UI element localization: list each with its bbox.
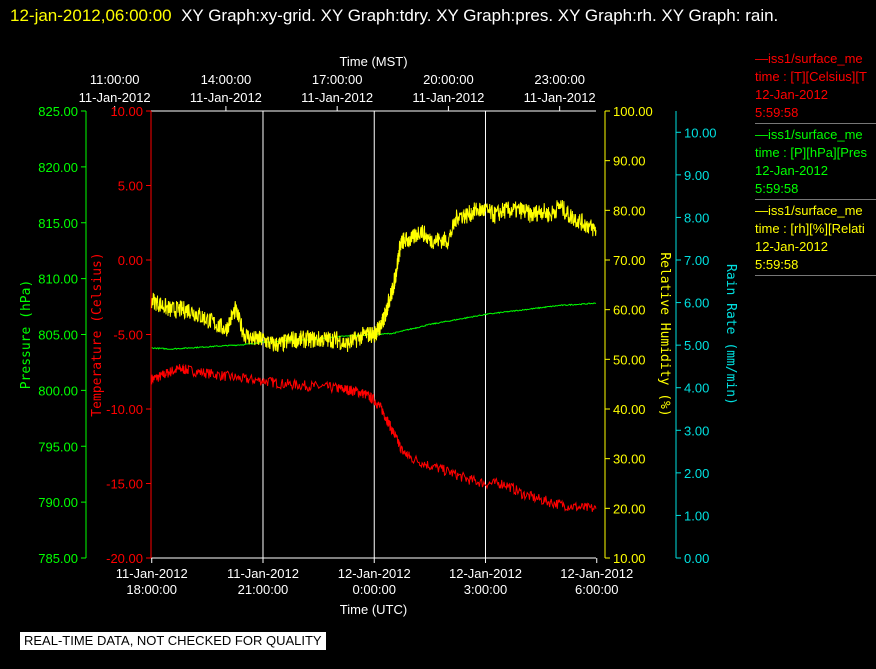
temperature-tick-label: -15.00 xyxy=(106,477,143,492)
humidity-tick-label: 100.00 xyxy=(613,104,653,119)
legend-date: 12-Jan-2012 xyxy=(755,239,828,254)
temperature-series-line xyxy=(151,363,597,512)
legend-units: time : [T][Celsius][T xyxy=(755,69,867,84)
top-tick-label: 17:00:00 xyxy=(312,72,363,87)
temperature-tick-label: 0.00 xyxy=(118,253,143,268)
humidity-tick-label: 10.00 xyxy=(613,551,646,566)
rain-tick-label: 5.00 xyxy=(684,338,709,353)
legend-date: 12-Jan-2012 xyxy=(755,87,828,102)
x-tick-label: 3:00:00 xyxy=(464,582,507,597)
x-tick-label: 0:00:00 xyxy=(353,582,396,597)
pressure-axis-title: Pressure (hPa) xyxy=(19,280,34,390)
pressure-tick-label: 820.00 xyxy=(38,160,78,175)
rain-tick-label: 2.00 xyxy=(684,466,709,481)
humidity-axis-title: Relative Humidity (%) xyxy=(657,252,672,416)
pressure-tick-label: 790.00 xyxy=(38,495,78,510)
humidity-tick-label: 30.00 xyxy=(613,452,646,467)
top-tick-label: 14:00:00 xyxy=(201,72,252,87)
legend-time: 5:59:58 xyxy=(755,257,799,272)
pressure-tick-label: 810.00 xyxy=(38,272,78,287)
temperature-tick-label: 5.00 xyxy=(118,179,143,194)
page-title: 12-jan-2012,06:00:00 XY Graph:xy-grid. X… xyxy=(10,2,850,29)
top-tick-label: 20:00:00 xyxy=(423,72,474,87)
temperature-tick-label: 10.00 xyxy=(110,104,143,119)
top-tick-label: 11-Jan-2012 xyxy=(412,90,484,105)
temperature-tick-label: -5.00 xyxy=(113,328,143,343)
x-tick-label: 21:00:00 xyxy=(238,582,289,597)
top-tick-label: 11-Jan-2012 xyxy=(301,90,373,105)
humidity-series-line xyxy=(151,199,597,353)
temperature-axis-title: Temperature (Celsius) xyxy=(90,252,105,416)
rain-tick-label: 3.00 xyxy=(684,423,709,438)
rain-tick-label: 10.00 xyxy=(684,125,717,140)
x-tick-label: 18:00:00 xyxy=(126,582,177,597)
x-axis-title: Time (UTC) xyxy=(340,602,407,617)
pressure-tick-label: 825.00 xyxy=(38,104,78,119)
pressure-tick-label: 800.00 xyxy=(38,383,78,398)
temperature-tick-label: -20.00 xyxy=(106,551,143,566)
rain-tick-label: 6.00 xyxy=(684,296,709,311)
top-tick-label: 11-Jan-2012 xyxy=(190,90,262,105)
legend-time: 5:59:58 xyxy=(755,105,799,120)
legend-date: 12-Jan-2012 xyxy=(755,163,828,178)
x-tick-label: 11-Jan-2012 xyxy=(116,566,188,581)
legend-time: 5:59:58 xyxy=(755,181,799,196)
pressure-tick-label: 805.00 xyxy=(38,328,78,343)
rain-tick-label: 0.00 xyxy=(684,551,709,566)
pressure-tick-label: 815.00 xyxy=(38,216,78,231)
humidity-tick-label: 70.00 xyxy=(613,253,646,268)
humidity-tick-label: 40.00 xyxy=(613,402,646,417)
x-tick-label: 11-Jan-2012 xyxy=(227,566,299,581)
top-tick-label: 11:00:00 xyxy=(90,72,140,87)
x-tick-label: 12-Jan-2012 xyxy=(560,566,633,581)
rain-tick-label: 4.00 xyxy=(684,381,709,396)
humidity-tick-label: 80.00 xyxy=(613,203,646,218)
x-tick-label: 12-Jan-2012 xyxy=(338,566,411,581)
qc-notice: REAL-TIME DATA, NOT CHECKED FOR QUALITY xyxy=(20,632,326,650)
top-tick-label: 23:00:00 xyxy=(534,72,585,87)
legend-units: time : [rh][%][Relati xyxy=(755,221,865,236)
rain-tick-label: 7.00 xyxy=(684,253,709,268)
rain-tick-label: 9.00 xyxy=(684,168,709,183)
graph-list: XY Graph:xy-grid. XY Graph:tdry. XY Grap… xyxy=(181,6,779,25)
humidity-tick-label: 20.00 xyxy=(613,501,646,516)
timestamp: 12-jan-2012,06:00:00 xyxy=(10,6,172,25)
humidity-tick-label: 60.00 xyxy=(613,303,646,318)
rain-tick-label: 1.00 xyxy=(684,508,709,523)
humidity-tick-label: 50.00 xyxy=(613,352,646,367)
rain-tick-label: 8.00 xyxy=(684,210,709,225)
rain-axis-title: Rain Rate (mm/min) xyxy=(723,264,738,405)
pressure-tick-label: 785.00 xyxy=(38,551,78,566)
legend-name: —iss1/surface_me xyxy=(755,203,863,218)
legend: —iss1/surface_me time : [T][Celsius][T 12-… xyxy=(755,50,876,278)
temperature-tick-label: -10.00 xyxy=(106,402,143,417)
pressure-tick-label: 795.00 xyxy=(38,439,78,454)
top-tick-label: 11-Jan-2012 xyxy=(79,90,151,105)
legend-units: time : [P][hPa][Pres xyxy=(755,145,867,160)
top-tick-label: 11-Jan-2012 xyxy=(524,90,596,105)
top-axis-title: Time (MST) xyxy=(339,54,407,69)
x-tick-label: 6:00:00 xyxy=(575,582,618,597)
legend-name: —iss1/surface_me xyxy=(755,127,863,142)
x-tick-label: 12-Jan-2012 xyxy=(449,566,522,581)
humidity-tick-label: 90.00 xyxy=(613,154,646,169)
legend-name: —iss1/surface_me xyxy=(755,51,863,66)
